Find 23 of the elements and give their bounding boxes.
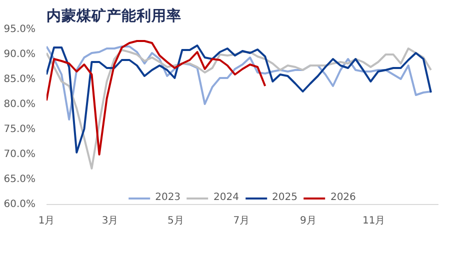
y-tick-label: 90.0% <box>4 49 36 60</box>
y-tick-label: 85.0% <box>4 74 36 85</box>
legend-label: 2026 <box>330 192 356 203</box>
legend-label: 2024 <box>214 192 239 203</box>
x-tick-label: 11月 <box>362 216 386 226</box>
legend-label: 2025 <box>272 192 298 203</box>
x-tick-label: 9月 <box>300 216 316 226</box>
x-tick-label: 1月 <box>38 216 55 226</box>
y-tick-label: 95.0% <box>4 24 36 35</box>
x-tick-label: 5月 <box>168 216 184 226</box>
y-tick-label: 65.0% <box>4 174 36 185</box>
x-tick-label: 7月 <box>233 216 250 226</box>
legend-label: 2023 <box>155 192 181 203</box>
y-tick-label: 60.0% <box>4 199 36 210</box>
line-series <box>46 48 432 170</box>
y-tick-label: 70.0% <box>4 149 36 160</box>
y-tick-label: 75.0% <box>4 124 36 135</box>
line-series <box>46 46 432 120</box>
y-tick-label: 80.0% <box>4 99 36 110</box>
chart-title: 内蒙煤矿产能利用率 <box>46 6 182 24</box>
line-series <box>46 44 432 154</box>
x-tick-label: 3月 <box>102 216 118 226</box>
line-series <box>46 40 266 156</box>
